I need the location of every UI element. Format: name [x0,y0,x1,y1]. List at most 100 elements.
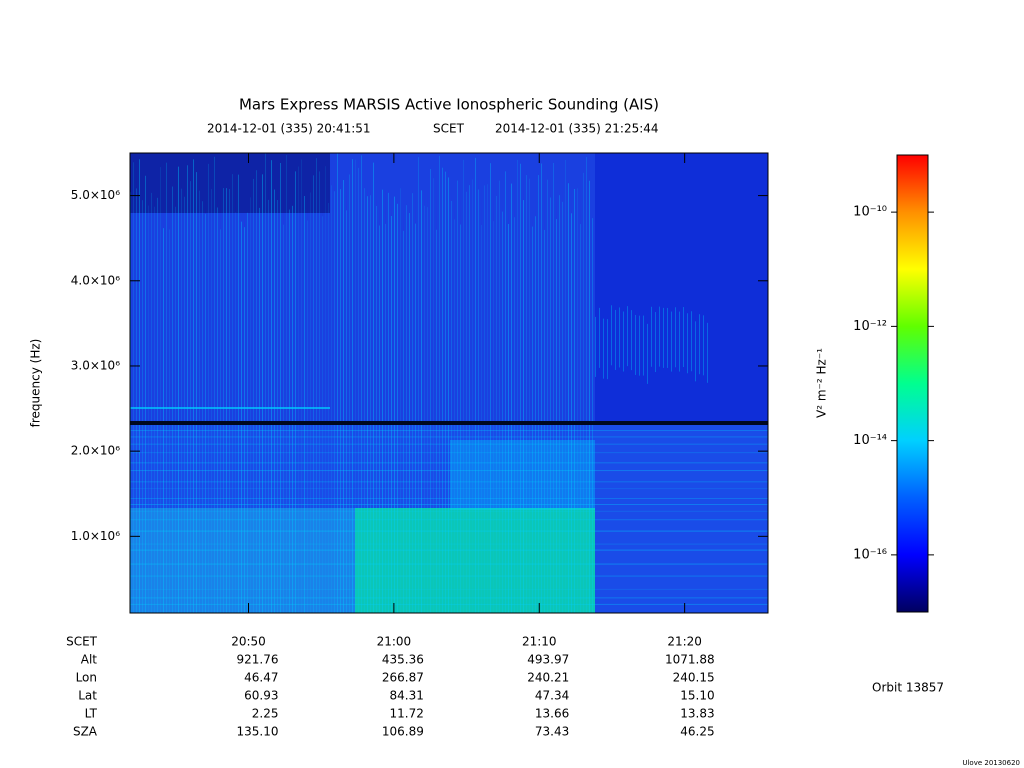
spec-hline [130,510,768,512]
spec-stripe [574,188,575,613]
spec-hline [130,575,768,577]
spec-stripe-right [703,315,704,376]
row-label: SZA [73,725,98,739]
spec-stripe [190,181,191,613]
spec-hline [130,462,768,464]
table-cell: 135.10 [236,725,278,739]
spec-stripe-right [691,311,692,372]
spec-stripe [376,205,377,613]
spec-hline [130,530,768,532]
spec-stripe [472,179,473,613]
spec-stripe [367,196,368,613]
spec-stripe [229,189,230,613]
y-tick-label: 3.0×10⁶ [71,358,120,372]
chart-title: Mars Express MARSIS Active Ionospheric S… [239,96,659,114]
y-tick-label: 5.0×10⁶ [71,188,120,202]
spec-stripe [199,190,200,613]
spec-stripe [166,162,167,613]
spec-hline [130,497,768,499]
spec-hline [130,430,768,431]
table-cell: 11.72 [390,707,424,721]
table-cell: 60.93 [244,689,278,703]
spec-stripe [424,205,425,613]
row-label: Lat [78,689,97,703]
spec-stripe [388,192,389,613]
spec-stripe [133,162,134,613]
spec-hline [130,549,768,551]
table-cell: 1071.88 [665,653,715,667]
spec-stripe [481,225,482,613]
x-tick-label: 20:50 [231,635,266,649]
colorbar-tick-label: 10⁻¹² [853,319,887,334]
plot-frame [129,152,769,614]
spec-upper-right [595,153,768,423]
spec-stripe [238,174,239,613]
spec-stripe [142,200,143,613]
spec-stripe-right [647,323,648,384]
colorbar-tick-label: 10⁻¹⁴ [853,433,887,448]
spec-stripe-right [659,306,660,367]
spec-stripe-right [699,314,700,375]
spec-stripe [370,195,371,613]
x-tick-label: 21:10 [522,635,557,649]
spec-stripe [433,178,434,613]
spec-stripe-right [615,309,616,370]
spec-stripe [193,159,194,613]
spec-stripe [520,163,521,613]
spec-green [355,508,595,613]
spec-hline [130,563,768,565]
spec-stripe [403,230,404,613]
spec-stripe [139,159,140,613]
scet-label: SCET [433,122,465,136]
spec-stripe [448,177,449,613]
spec-stripe [316,158,317,613]
spec-hline [130,443,768,445]
colorbar-tick-label: 10⁻¹⁰ [853,205,887,220]
spec-stripe-right [671,311,672,372]
spec-stripe [175,206,176,613]
spec-stripe [415,223,416,613]
spec-stripe [406,205,407,613]
spec-stripe [361,155,362,613]
spec-stripe [373,162,374,613]
spec-stripe [262,174,263,613]
spec-stripe [385,223,386,613]
spec-stripe [337,153,338,613]
table-cell: 13.83 [680,707,714,721]
spec-stripe [154,206,155,613]
spec-stripe [511,183,512,613]
row-label: Lon [76,671,97,685]
spec-stripe [352,159,353,613]
spec-stripe [286,154,287,613]
spec-stripe [418,157,419,613]
spec-stripe [562,201,563,613]
spec-stripe [331,185,332,613]
spec-stripe [529,178,530,613]
spec-stripe [460,224,461,613]
spec-stripe [292,205,293,613]
spec-stripe-right [655,312,656,373]
spec-stripe [244,227,245,613]
spec-stripe [211,189,212,613]
spec-stripe [160,167,161,613]
spec-stripe [430,169,431,613]
table-cell: 46.25 [680,725,714,739]
spec-stripe-right [619,307,620,368]
spec-stripe [505,171,506,613]
spec-stripe [259,207,260,613]
spec-stripe [550,197,551,613]
spec-stripe-right [631,310,632,371]
spec-stripe [379,225,380,613]
spec-stripe [250,197,251,613]
spec-stripe [394,196,395,613]
spec-stripe [277,199,278,613]
row-label: SCET [66,635,98,649]
spec-stripe [571,213,572,613]
spec-stripe [508,223,509,613]
spec-stripe [169,229,170,613]
spec-stripe [145,175,146,613]
x-tick-label: 21:20 [667,635,702,649]
spec-stripe [559,195,560,613]
spec-hline [130,588,768,590]
spec-stripe [400,188,401,613]
